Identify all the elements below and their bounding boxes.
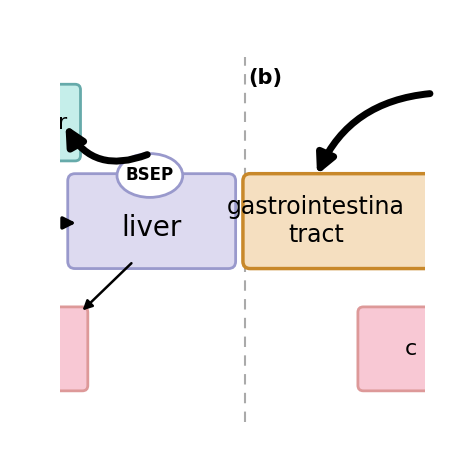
Text: BSEP: BSEP bbox=[126, 166, 174, 184]
Ellipse shape bbox=[117, 154, 182, 197]
Text: liver: liver bbox=[121, 214, 182, 242]
FancyBboxPatch shape bbox=[358, 307, 449, 391]
FancyBboxPatch shape bbox=[68, 173, 236, 269]
FancyBboxPatch shape bbox=[11, 307, 88, 391]
FancyBboxPatch shape bbox=[11, 84, 81, 161]
Text: gastrointestina
tract: gastrointestina tract bbox=[227, 195, 405, 247]
Text: (b): (b) bbox=[248, 68, 283, 88]
Text: c: c bbox=[405, 339, 417, 359]
Text: r: r bbox=[58, 113, 68, 133]
FancyBboxPatch shape bbox=[243, 173, 458, 269]
